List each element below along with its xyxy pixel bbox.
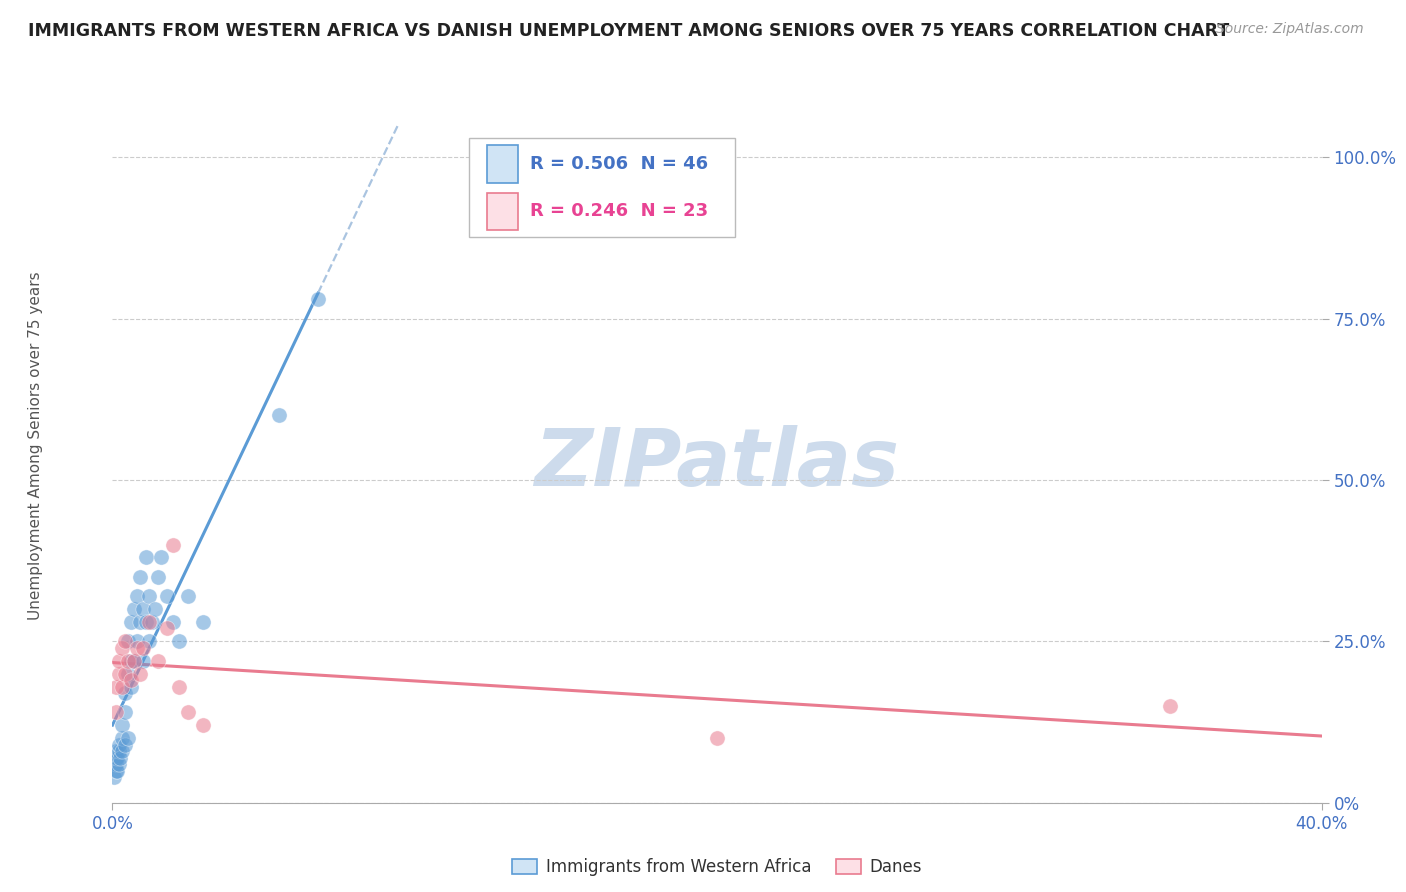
- Point: [122, 654, 145, 668]
- Point: [135, 615, 157, 629]
- Point: [104, 706, 127, 720]
- Text: Unemployment Among Seniors over 75 years: Unemployment Among Seniors over 75 years: [28, 272, 42, 620]
- Text: R = 0.506  N = 46: R = 0.506 N = 46: [530, 155, 707, 173]
- FancyBboxPatch shape: [488, 193, 517, 230]
- Point: [114, 738, 136, 752]
- Point: [1159, 698, 1181, 713]
- Point: [122, 602, 145, 616]
- Legend: Immigrants from Western Africa, Danes: Immigrants from Western Africa, Danes: [506, 851, 928, 882]
- Point: [105, 750, 128, 764]
- Point: [108, 750, 131, 764]
- Point: [104, 757, 127, 772]
- Point: [117, 634, 139, 648]
- Point: [138, 615, 160, 629]
- Point: [167, 680, 190, 694]
- Text: ZIPatlas: ZIPatlas: [534, 425, 900, 503]
- Point: [125, 640, 148, 655]
- Point: [104, 764, 127, 778]
- Point: [706, 731, 728, 746]
- Point: [135, 550, 157, 565]
- Point: [141, 615, 163, 629]
- Point: [104, 744, 127, 758]
- Point: [156, 622, 179, 636]
- Text: R = 0.246  N = 23: R = 0.246 N = 23: [530, 202, 707, 220]
- Point: [143, 602, 166, 616]
- Point: [125, 634, 148, 648]
- Point: [110, 718, 132, 732]
- Point: [104, 750, 127, 764]
- Point: [114, 634, 136, 648]
- Point: [128, 615, 150, 629]
- Point: [107, 654, 129, 668]
- Point: [107, 744, 129, 758]
- Point: [110, 640, 132, 655]
- Point: [114, 666, 136, 681]
- Point: [103, 770, 125, 784]
- FancyBboxPatch shape: [470, 138, 735, 236]
- FancyBboxPatch shape: [488, 145, 517, 183]
- Point: [156, 589, 179, 603]
- Point: [138, 589, 160, 603]
- Text: IMMIGRANTS FROM WESTERN AFRICA VS DANISH UNEMPLOYMENT AMONG SENIORS OVER 75 YEAR: IMMIGRANTS FROM WESTERN AFRICA VS DANISH…: [28, 22, 1229, 40]
- Point: [110, 680, 132, 694]
- Point: [120, 680, 142, 694]
- Text: Source: ZipAtlas.com: Source: ZipAtlas.com: [1216, 22, 1364, 37]
- Point: [128, 666, 150, 681]
- Point: [149, 550, 172, 565]
- Point: [120, 615, 142, 629]
- Point: [162, 537, 184, 551]
- Point: [132, 654, 155, 668]
- Point: [110, 744, 132, 758]
- Point: [114, 706, 136, 720]
- Point: [191, 615, 214, 629]
- Point: [132, 602, 155, 616]
- Point: [191, 718, 214, 732]
- Point: [177, 589, 200, 603]
- Point: [107, 738, 129, 752]
- Point: [267, 409, 290, 423]
- Point: [104, 680, 127, 694]
- Point: [138, 634, 160, 648]
- Point: [105, 764, 128, 778]
- Point: [110, 731, 132, 746]
- Point: [117, 654, 139, 668]
- Point: [177, 706, 200, 720]
- Point: [122, 654, 145, 668]
- Point: [146, 570, 169, 584]
- Point: [125, 589, 148, 603]
- Point: [162, 615, 184, 629]
- Point: [114, 686, 136, 700]
- Point: [107, 757, 129, 772]
- Point: [120, 673, 142, 687]
- Point: [307, 292, 329, 306]
- Point: [167, 634, 190, 648]
- Point: [107, 666, 129, 681]
- Point: [128, 570, 150, 584]
- Point: [132, 640, 155, 655]
- Point: [146, 654, 169, 668]
- Point: [120, 654, 142, 668]
- Point: [117, 731, 139, 746]
- Point: [117, 666, 139, 681]
